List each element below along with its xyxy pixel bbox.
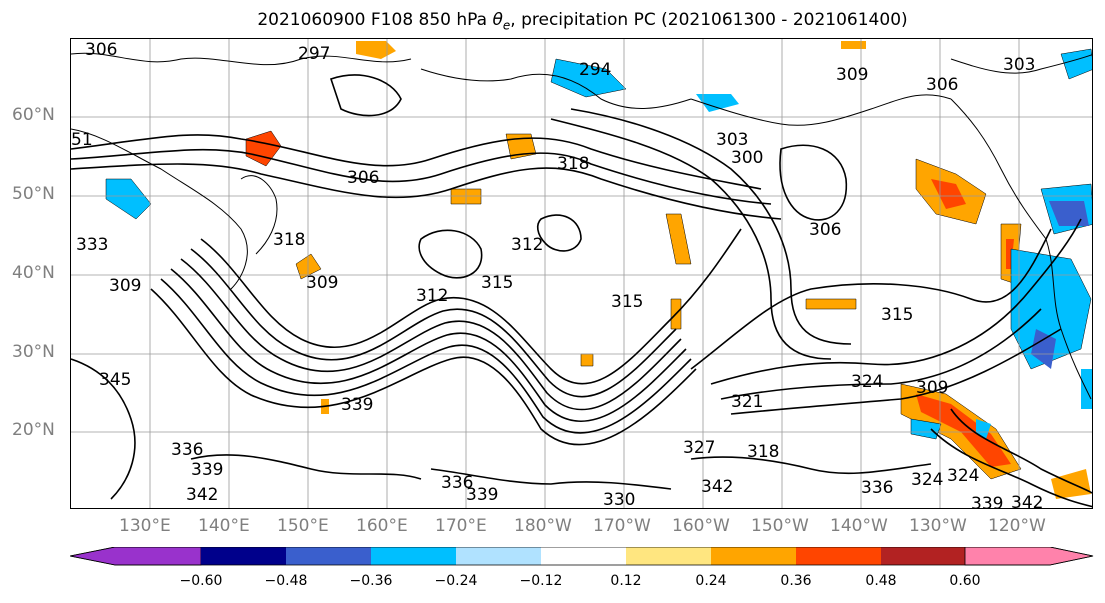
contour-label: 312 (416, 286, 448, 306)
contour-label: 294 (579, 60, 611, 80)
contour-label: 339 (191, 460, 223, 480)
lat-tick-label: 30°N (12, 342, 55, 362)
contour-label: 321 (731, 392, 763, 412)
contour-label: 342 (701, 477, 733, 497)
colorbar-tick-label: 0.12 (610, 573, 642, 589)
title-prefix: 2021060900 F108 850 hPa (257, 10, 493, 30)
contour-label: 51 (71, 130, 93, 150)
colorbar-segment (964, 547, 1094, 566)
contour-label: 345 (99, 370, 131, 390)
contour-label: 315 (881, 305, 913, 325)
colorbar-segment (881, 547, 965, 565)
contour-label: 327 (683, 438, 715, 458)
colorbar-segment (456, 547, 541, 565)
contour-label: 309 (916, 378, 948, 398)
contour-label: 339 (971, 494, 1003, 509)
contour-label: 312 (511, 235, 543, 255)
contour-label: 315 (611, 292, 643, 312)
colorbar-tick-label: 0.36 (780, 573, 812, 589)
contour-label: 318 (557, 154, 589, 174)
colorbar-tick-label: −0.24 (434, 573, 478, 589)
lon-tick-label: 150°E (277, 516, 329, 536)
map-panel: 306 297 294 309 306 303 51 303 300 318 306 306 312 33… (70, 38, 1093, 509)
theta-e-contours (71, 74, 1092, 508)
colorbar (70, 547, 1094, 566)
lon-tick-label: 180°W (514, 516, 572, 536)
lat-tick-label: 50°N (12, 184, 55, 204)
colorbar-tick-label: −0.36 (349, 573, 393, 589)
contour-label: 306 (85, 40, 117, 60)
lon-tick-label: 130°W (909, 516, 967, 536)
colorbar-segment (70, 547, 202, 566)
contour-label: 318 (747, 442, 779, 462)
colorbar-tick-label: −0.48 (264, 573, 308, 589)
lon-tick-label: 170°W (593, 516, 651, 536)
map-title: 2021060900 F108 850 hPa θe, precipitatio… (0, 10, 1105, 32)
colorbar-segment (796, 547, 881, 565)
contour-label: 306 (809, 220, 841, 240)
contour-label: 324 (911, 470, 943, 490)
colorbar-segment (286, 547, 371, 565)
lon-tick-label: 160°W (672, 516, 730, 536)
lon-tick-label: 140°E (198, 516, 250, 536)
lon-tick-label: 120°W (988, 516, 1046, 536)
contour-label: 300 (731, 148, 763, 168)
graticule-lines (71, 39, 1092, 508)
precipitation-shading (105, 41, 1092, 499)
contour-label: 303 (716, 130, 748, 150)
title-theta: θ (492, 10, 503, 30)
lat-tick-label: 20°N (12, 420, 55, 440)
lat-tick-label: 40°N (12, 263, 55, 283)
contour-label: 336 (171, 440, 203, 460)
title-subscript: e (502, 18, 511, 33)
contour-label: 306 (347, 168, 379, 188)
colorbar-tick-label: −0.12 (519, 573, 563, 589)
contour-label: 339 (466, 485, 498, 505)
contour-label: 342 (1011, 493, 1043, 509)
contour-label: 339 (341, 395, 373, 415)
contour-label: 303 (1003, 55, 1035, 75)
contour-label: 324 (851, 372, 883, 392)
contour-label: 315 (481, 273, 513, 293)
contour-label: 318 (273, 230, 305, 250)
contour-label: 333 (76, 235, 108, 255)
lon-tick-label: 130°E (119, 516, 171, 536)
lon-tick-label: 170°E (435, 516, 487, 536)
colorbar-tick-label: −0.60 (179, 573, 223, 589)
colorbar-segment (541, 547, 626, 565)
contour-label: 342 (186, 485, 218, 505)
title-suffix: , precipitation PC (2021061300 - 2021061… (510, 10, 908, 30)
colorbar-segment (201, 547, 286, 565)
contour-label: 309 (836, 65, 868, 85)
colorbar-tick-label: 0.60 (949, 573, 981, 589)
colorbar-tick-label: 0.48 (865, 573, 897, 589)
lon-tick-label: 150°W (751, 516, 809, 536)
contour-label: 330 (603, 490, 635, 509)
contour-label: 309 (306, 273, 338, 293)
lon-tick-label: 160°E (356, 516, 408, 536)
contour-label: 309 (109, 276, 141, 296)
colorbar-tick-label: 0.24 (695, 573, 727, 589)
contour-label: 297 (298, 44, 330, 64)
lat-tick-label: 60°N (12, 105, 55, 125)
lon-tick-label: 140°W (830, 516, 888, 536)
colorbar-segment (711, 547, 796, 565)
colorbar-segment (371, 547, 456, 565)
contour-label: 306 (926, 75, 958, 95)
colorbar-outline (70, 547, 1094, 566)
colorbar-segment (626, 547, 711, 565)
contour-label: 336 (861, 478, 893, 498)
contour-label: 324 (947, 466, 979, 486)
contour-label: 336 (441, 473, 473, 493)
